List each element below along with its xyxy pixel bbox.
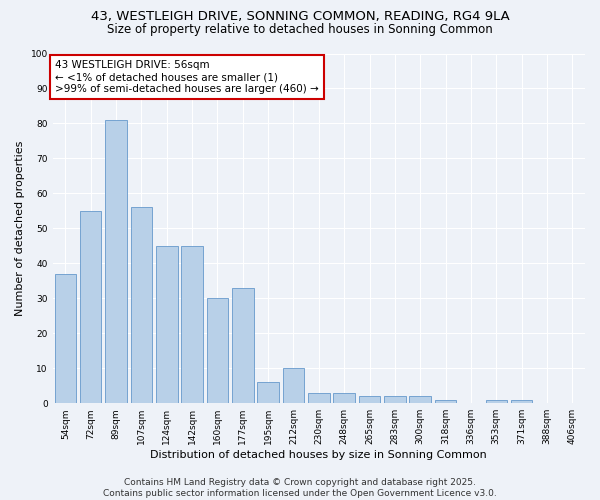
X-axis label: Distribution of detached houses by size in Sonning Common: Distribution of detached houses by size … [151, 450, 487, 460]
Bar [511, 400, 532, 403]
Bar [384, 396, 406, 403]
Bar [156, 246, 178, 403]
Text: 43 WESTLEIGH DRIVE: 56sqm
← <1% of detached houses are smaller (1)
>99% of semi-: 43 WESTLEIGH DRIVE: 56sqm ← <1% of detac… [55, 60, 319, 94]
Bar [257, 382, 279, 403]
Bar [334, 392, 355, 403]
Bar [181, 246, 203, 403]
Text: Contains HM Land Registry data © Crown copyright and database right 2025.
Contai: Contains HM Land Registry data © Crown c… [103, 478, 497, 498]
Bar [232, 288, 254, 403]
Bar [409, 396, 431, 403]
Bar [131, 208, 152, 403]
Bar [105, 120, 127, 403]
Text: 43, WESTLEIGH DRIVE, SONNING COMMON, READING, RG4 9LA: 43, WESTLEIGH DRIVE, SONNING COMMON, REA… [91, 10, 509, 23]
Bar [55, 274, 76, 403]
Bar [308, 392, 329, 403]
Bar [283, 368, 304, 403]
Bar [485, 400, 507, 403]
Bar [80, 211, 101, 403]
Bar [435, 400, 457, 403]
Bar [206, 298, 228, 403]
Text: Size of property relative to detached houses in Sonning Common: Size of property relative to detached ho… [107, 22, 493, 36]
Bar [359, 396, 380, 403]
Y-axis label: Number of detached properties: Number of detached properties [15, 140, 25, 316]
